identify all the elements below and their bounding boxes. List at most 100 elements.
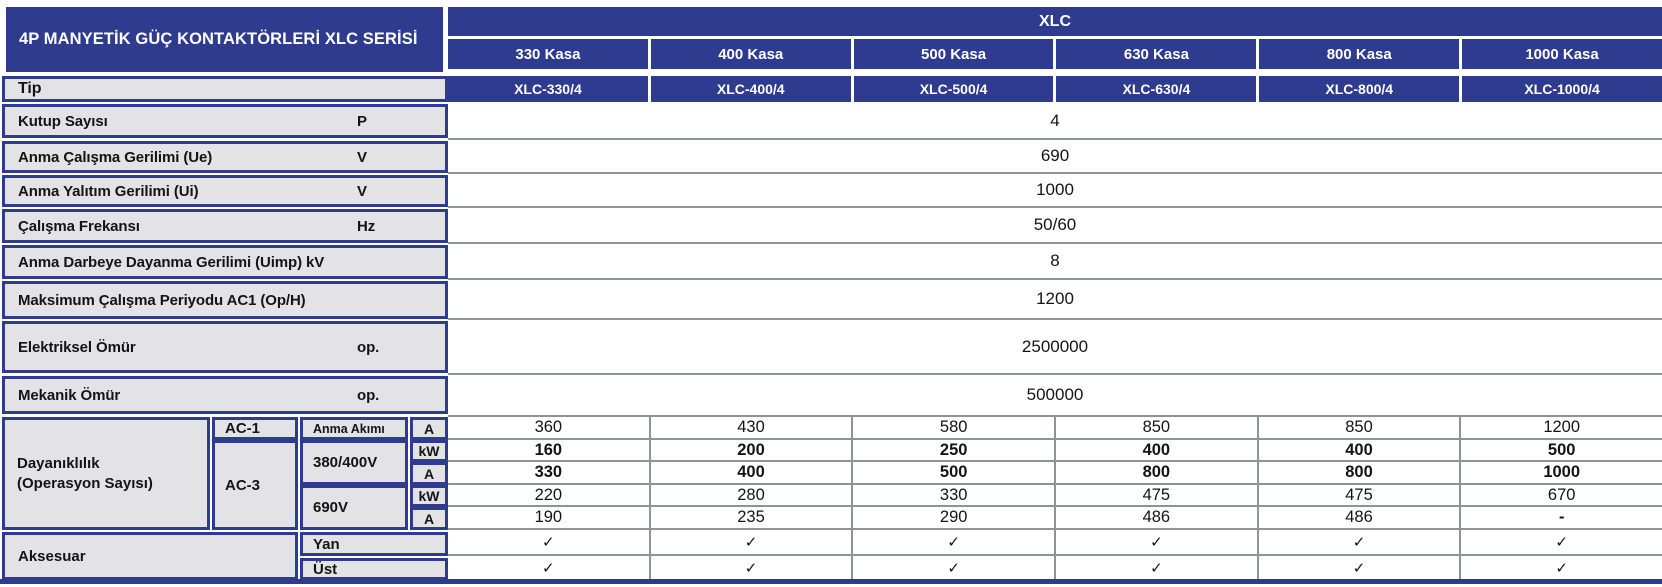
model-cell: XLC-630/4: [1056, 76, 1257, 102]
durability-value-cell: 290: [853, 507, 1057, 528]
spec-row-elektriksel: Elektriksel Ömür op.: [2, 321, 448, 373]
spec-value: 4: [1050, 110, 1060, 130]
model-cell: XLC-1000/4: [1462, 76, 1662, 102]
durability-value-cell: 400: [1056, 440, 1259, 460]
durability-value-cell: 475: [1056, 485, 1259, 505]
durability-value-cell: 670: [1547, 485, 1576, 504]
kasa-header: 1000 Kasa: [1462, 39, 1662, 69]
spec-value-row: 2500000: [448, 320, 1662, 375]
spec-label: Maksimum Çalışma Periyodu AC1 (Op/H): [18, 291, 306, 309]
durability-value-cell: 580: [853, 417, 1057, 438]
checkmark: ✓: [1056, 556, 1259, 579]
durability-value-row: 330 400 500 800 800 1000: [448, 462, 1662, 485]
unit-cell-a: A: [410, 462, 448, 485]
model-cell: XLC-400/4: [650, 76, 851, 102]
spec-value-row: 8: [448, 244, 1662, 280]
durability-value-cell: 1000: [1543, 463, 1581, 481]
spec-label: Çalışma Frekansı: [18, 217, 140, 235]
checkmark: ✓: [853, 556, 1057, 579]
spec-row-mekanik: Mekanik Ömür op.: [2, 376, 448, 414]
checkmark: ✓: [448, 530, 651, 554]
spec-value-row: 1200: [448, 280, 1662, 320]
spec-label: Anma Çalışma Gerilimi (Ue): [18, 148, 213, 166]
durability-anma-akimi-cell: Anma Akımı: [300, 417, 408, 440]
kasa-header: 330 Kasa: [448, 39, 648, 69]
durability-value-row: 220 280 330 475 475 670: [448, 485, 1662, 507]
checkmark: ✓: [448, 556, 651, 579]
durability-690v-cell: 690V: [300, 485, 408, 530]
durability-ac1-cell: AC-1: [212, 417, 298, 440]
durability-380v-cell: 380/400V: [300, 440, 408, 485]
spec-value: 50/60: [1033, 215, 1077, 234]
durability-label-line2: (Operasyon Sayısı): [17, 474, 153, 492]
tip-label: Tip: [18, 80, 42, 97]
spec-row-ui: Anma Yalıtım Gerilimi (Ui) V: [2, 175, 448, 207]
spec-value: 690: [1040, 146, 1070, 165]
spec-unit: Hz: [357, 217, 376, 235]
spec-unit: P: [357, 112, 367, 130]
spec-label: Anma Darbeye Dayanma Gerilimi (Uimp) kV: [18, 253, 325, 271]
durability-value-cell: 330: [853, 485, 1057, 505]
unit-cell-kw: kW: [410, 485, 448, 507]
spec-unit: V: [357, 182, 367, 200]
spec-label: Elektriksel Ömür: [18, 338, 136, 356]
spec-row-ue: Anma Çalışma Gerilimi (Ue) V: [2, 141, 448, 173]
spec-unit: op.: [357, 386, 380, 404]
durability-value-cell: -: [1558, 508, 1565, 526]
spec-value: 1000: [1036, 180, 1074, 199]
model-cell: XLC-800/4: [1259, 76, 1460, 102]
durability-value-cell: 330: [448, 462, 651, 483]
data-panel: XLC 330 Kasa 400 Kasa 500 Kasa 630 Kasa …: [448, 0, 1662, 587]
checkmark: ✓: [1259, 556, 1462, 579]
series-header: XLC: [448, 7, 1662, 36]
spec-unit: op.: [357, 338, 380, 356]
accessory-check-row: ✓ ✓ ✓ ✓ ✓ ✓: [448, 556, 1662, 579]
checkmark: ✓: [853, 530, 1057, 554]
durability-value-cell: 250: [853, 440, 1057, 460]
spec-value: 8: [1050, 251, 1060, 270]
durability-value-cell: 190: [448, 507, 651, 528]
durability-value-cell: 486: [1056, 507, 1259, 528]
spec-unit: V: [357, 148, 367, 166]
durability-value-row: 360 430 580 850 850 1200: [448, 417, 1662, 440]
kasa-header: 500 Kasa: [853, 39, 1054, 69]
durability-value-cell: 1200: [1543, 418, 1581, 436]
unit-cell-a: A: [410, 507, 448, 530]
spec-label: Mekanik Ömür: [18, 386, 121, 404]
checkmark: ✓: [1555, 534, 1568, 551]
table-bottom-border: [0, 579, 1662, 584]
durability-value-cell: 400: [1259, 440, 1462, 460]
unit-cell-a: A: [410, 417, 448, 440]
model-cell: XLC-330/4: [448, 76, 648, 102]
page-title: 4P MANYETİK GÜÇ KONTAKTÖRLERİ XLC SERİSİ: [6, 7, 443, 72]
checkmark: ✓: [1555, 559, 1568, 577]
spec-row-kutup: Kutup Sayısı P: [2, 104, 448, 138]
model-row: XLC-330/4 XLC-400/4 XLC-500/4 XLC-630/4 …: [448, 76, 1662, 102]
durability-value-cell: 360: [448, 417, 651, 438]
spec-row-periyot: Maksimum Çalışma Periyodu AC1 (Op/H): [2, 281, 448, 319]
durability-value-cell: 235: [651, 507, 854, 528]
kasa-header-row: 330 Kasa 400 Kasa 500 Kasa 630 Kasa 800 …: [448, 39, 1662, 69]
accessory-check-row: ✓ ✓ ✓ ✓ ✓ ✓: [448, 530, 1662, 556]
spec-value: 2500000: [1021, 336, 1089, 356]
spec-row-uimp: Anma Darbeye Dayanma Gerilimi (Uimp) kV: [2, 245, 448, 279]
durability-value-cell: 280: [651, 485, 854, 505]
model-cell: XLC-500/4: [853, 76, 1054, 102]
kasa-header: 630 Kasa: [1056, 39, 1257, 69]
spec-value: 500000: [1026, 385, 1084, 404]
spec-value-row: 500000: [448, 375, 1662, 417]
spec-value-row: 4: [448, 103, 1662, 140]
durability-value-cell: 400: [651, 462, 854, 483]
tip-row-header: Tip: [2, 76, 448, 102]
durability-value-cell: 850: [1056, 417, 1259, 438]
durability-value-cell: 486: [1259, 507, 1462, 528]
durability-value-cell: 500: [853, 462, 1057, 483]
checkmark: ✓: [651, 556, 854, 579]
durability-value-cell: 500: [1547, 440, 1576, 459]
accessories-label: Aksesuar: [2, 532, 298, 580]
durability-value-cell: 200: [651, 440, 854, 460]
spec-value-row: 690: [448, 140, 1662, 174]
kasa-header: 800 Kasa: [1259, 39, 1460, 69]
durability-value-cell: 160: [448, 440, 651, 460]
